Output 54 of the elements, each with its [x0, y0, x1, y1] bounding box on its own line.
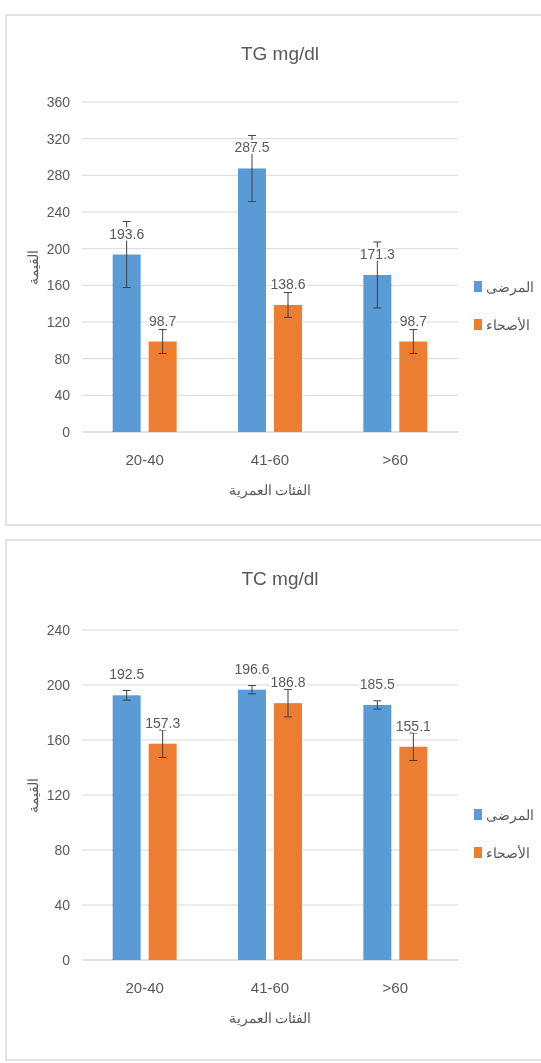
x-tick-label: 20-40 [125, 979, 164, 996]
bar [363, 704, 392, 960]
bar [399, 341, 428, 432]
y-tick-label: 280 [46, 167, 71, 184]
y-tick-label: 0 [62, 952, 71, 968]
x-axis-title: الفئات العمرية [228, 1010, 312, 1027]
bar [112, 254, 141, 432]
data-label: 155.1 [395, 717, 432, 734]
y-tick-label: 40 [54, 897, 71, 913]
y-axis-title: القيمة [25, 777, 41, 813]
data-label: 98.7 [149, 312, 177, 329]
legend-label: الأصحاء [486, 844, 530, 861]
bar [112, 695, 141, 960]
bar [238, 689, 266, 960]
y-tick-label: 80 [54, 842, 71, 858]
data-label: 186.8 [270, 674, 306, 691]
bar [363, 274, 392, 432]
x-tick-label: >60 [382, 979, 409, 996]
data-label: 196.6 [234, 660, 270, 677]
y-tick-label: 80 [54, 350, 71, 367]
x-axis-title: الفئات العمرية [228, 482, 312, 499]
y-tick-label: 200 [46, 677, 71, 693]
data-label: 192.5 [109, 666, 145, 683]
legend-label: المرضى [486, 279, 534, 296]
y-tick-label: 120 [46, 314, 71, 330]
y-tick-label: 200 [46, 240, 71, 257]
data-label: 138.6 [270, 275, 306, 292]
y-tick-label: 320 [46, 130, 71, 147]
y-tick-label: 0 [62, 424, 71, 440]
y-tick-label: 40 [54, 387, 71, 404]
legend-label: الأصحاء [486, 316, 530, 333]
chart-title: TC mg/dl [241, 568, 319, 589]
y-axis-title: القيمة [25, 249, 41, 285]
x-tick-label: 20-40 [125, 451, 164, 468]
data-label: 185.5 [359, 675, 396, 692]
bar [238, 168, 266, 432]
bar [148, 743, 177, 960]
bar [274, 304, 302, 432]
y-tick-label: 160 [46, 277, 71, 294]
bar [148, 341, 177, 432]
y-tick-label: 160 [46, 732, 71, 748]
x-tick-label: >60 [382, 451, 409, 468]
bar [274, 703, 302, 960]
data-label: 157.3 [145, 714, 181, 731]
chart-title: TG mg/dl [240, 43, 320, 64]
x-tick-label: 41-60 [250, 979, 290, 996]
y-tick-label: 240 [46, 622, 71, 638]
bar [399, 746, 428, 960]
data-label: 98.7 [399, 312, 428, 329]
legend-label: المرضى [486, 807, 534, 824]
x-tick-label: 41-60 [250, 451, 290, 468]
y-tick-label: 240 [46, 204, 71, 220]
y-tick-label: 360 [46, 94, 71, 110]
y-tick-label: 120 [46, 787, 71, 803]
